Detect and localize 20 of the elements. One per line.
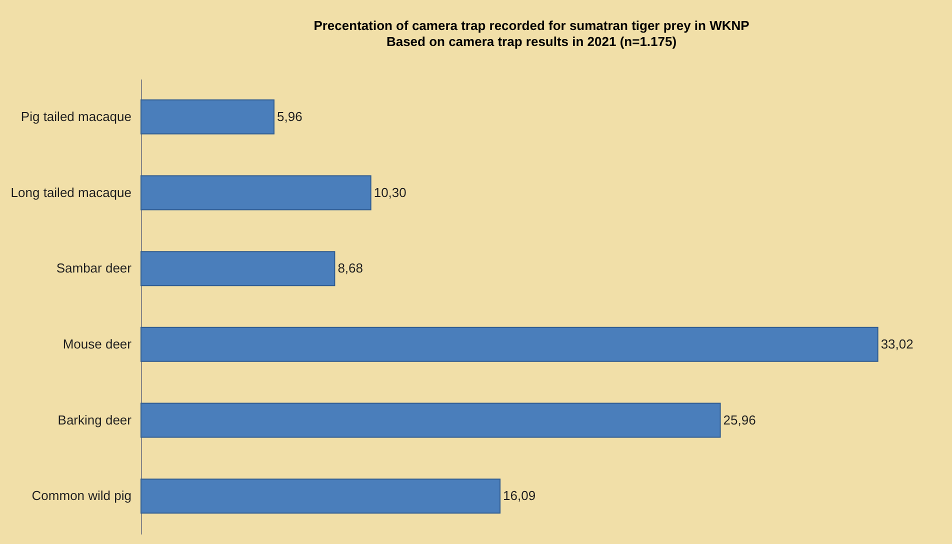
chart-subtitle: Based on camera trap results in 2021 (n=1.175)	[386, 34, 677, 49]
y-tick-label: Pig tailed macaque	[20, 108, 132, 124]
bar	[140, 251, 336, 286]
y-tick-label: Mouse deer	[62, 336, 132, 352]
bar	[140, 402, 721, 438]
data-label: 25,96	[723, 412, 756, 428]
data-label: 5,96	[276, 108, 302, 124]
data-label: 8,68	[338, 260, 363, 276]
data-label: 33,02	[880, 336, 914, 352]
chart-title: Precentation of camera trap recorded for sumatran tiger prey in WKNP	[314, 18, 750, 33]
bar	[140, 175, 372, 210]
y-tick-label: Sambar deer	[56, 260, 132, 276]
bar	[140, 99, 274, 134]
bar	[140, 478, 501, 514]
y-tick-label: Long tailed macaque	[10, 184, 132, 200]
y-tick-label: Barking deer	[58, 412, 132, 428]
data-label: 16,09	[503, 488, 536, 504]
data-label: 10,30	[374, 184, 406, 200]
bar	[140, 326, 878, 362]
y-tick-label: Common wild pig	[32, 488, 132, 504]
